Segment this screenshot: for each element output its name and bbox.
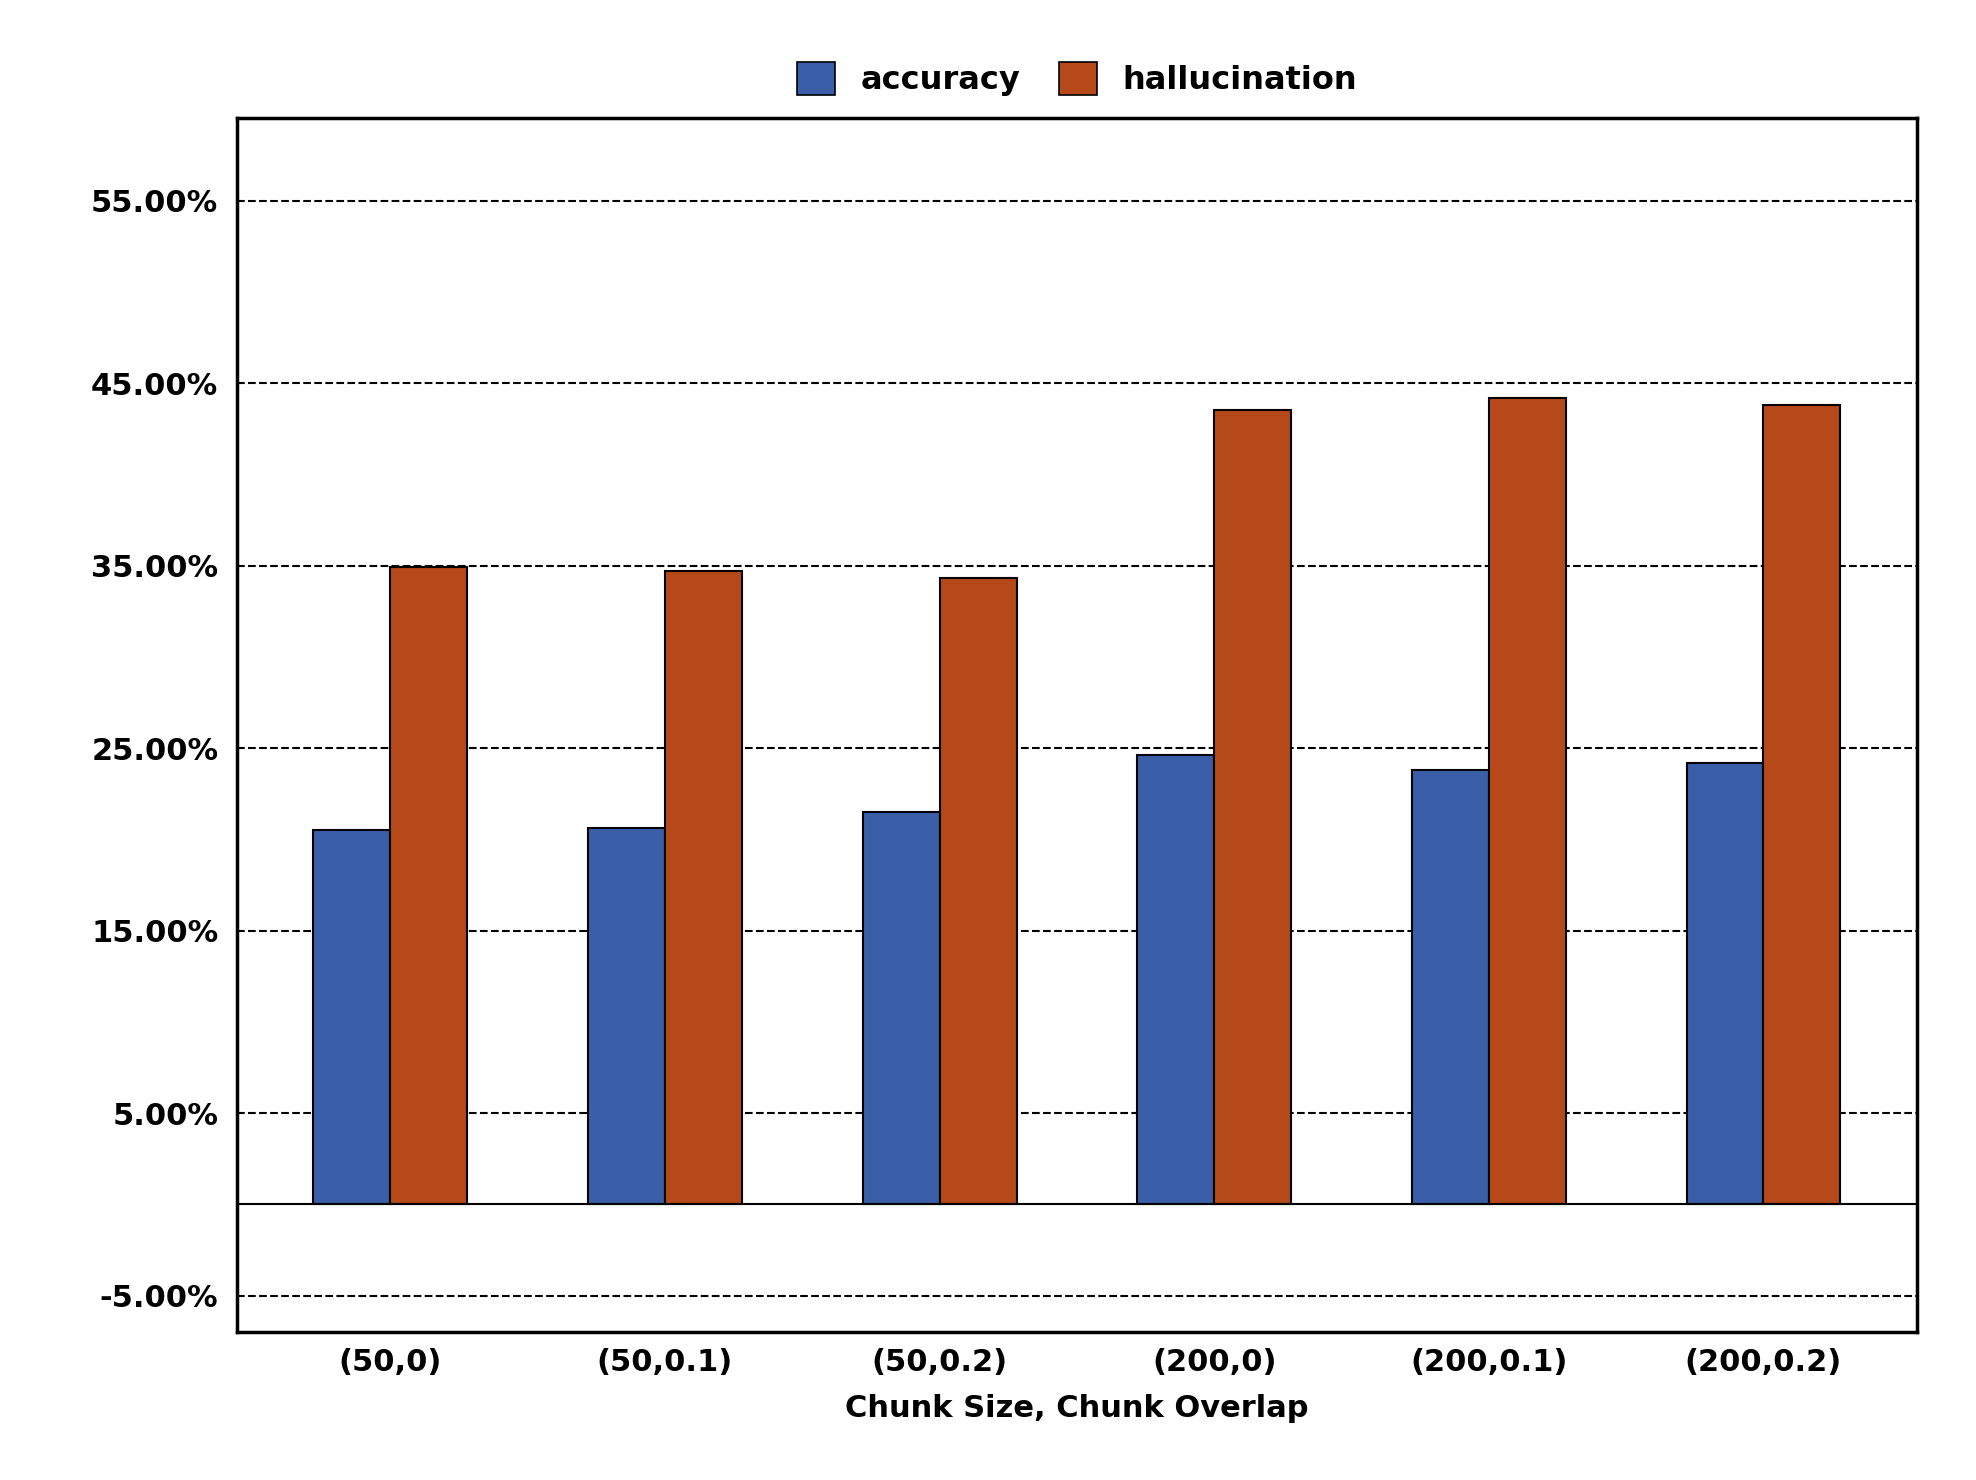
Bar <box>589 829 666 1205</box>
Bar <box>391 567 466 1205</box>
Bar <box>314 830 391 1205</box>
Bar <box>1763 406 1840 1205</box>
Bar <box>1213 410 1290 1205</box>
Bar <box>1488 398 1565 1205</box>
Bar <box>864 813 941 1205</box>
Bar <box>1138 755 1213 1205</box>
Bar <box>1688 762 1763 1205</box>
Legend: accuracy, hallucination: accuracy, hallucination <box>784 49 1369 110</box>
Bar <box>666 571 741 1205</box>
Bar <box>1413 770 1488 1205</box>
Bar <box>941 579 1016 1205</box>
X-axis label: Chunk Size, Chunk Overlap: Chunk Size, Chunk Overlap <box>846 1394 1308 1422</box>
